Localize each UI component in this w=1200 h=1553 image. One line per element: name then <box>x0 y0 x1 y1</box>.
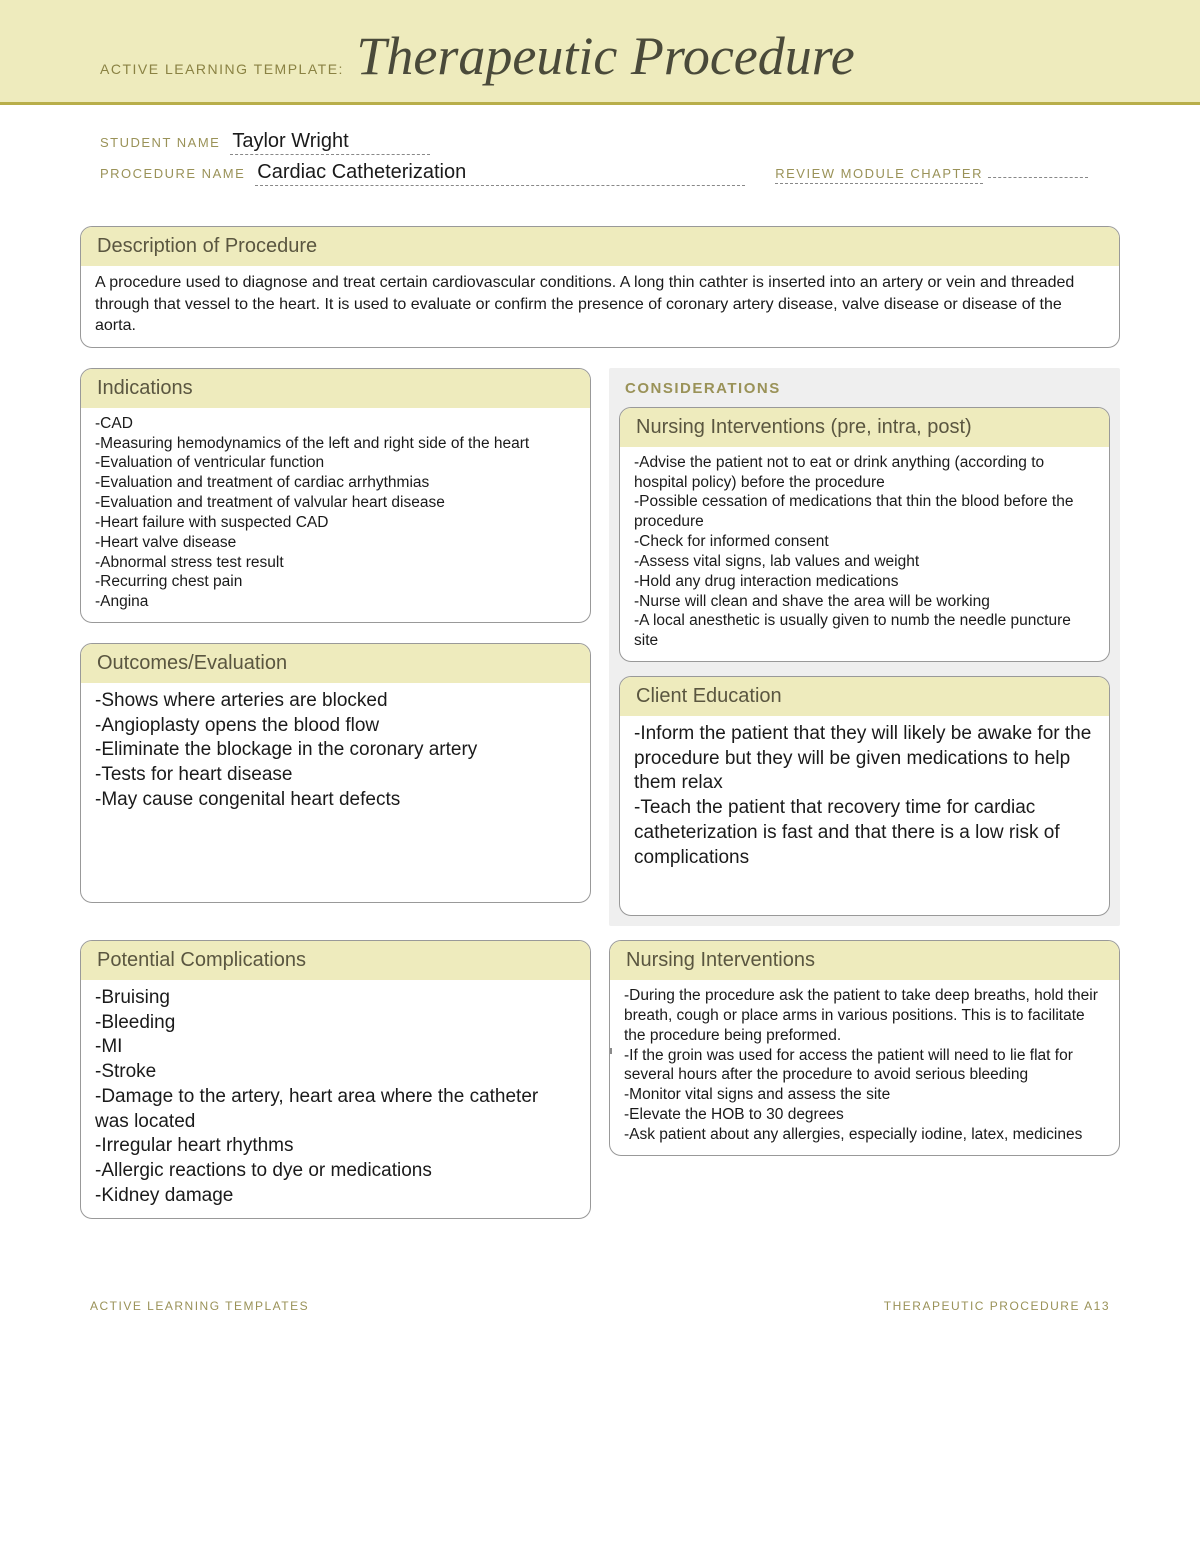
description-body: A procedure used to diagnose and treat c… <box>81 266 1119 347</box>
description-title: Description of Procedure <box>81 227 1119 266</box>
client-edu-title: Client Education <box>620 677 1109 716</box>
client-edu-box: Client Education -Inform the patient tha… <box>619 676 1110 916</box>
student-name-label: STUDENT NAME <box>100 135 220 150</box>
considerations-label: CONSIDERATIONS <box>619 376 1110 407</box>
indications-body: -CAD -Measuring hemodynamics of the left… <box>81 408 590 622</box>
review-chapter-blank <box>988 177 1088 178</box>
student-name-value: Taylor Wright <box>230 130 430 155</box>
nursing-pre-box: Nursing Interventions (pre, intra, post)… <box>619 407 1110 662</box>
nursing-pre-title: Nursing Interventions (pre, intra, post) <box>620 408 1109 447</box>
complications-title: Potential Complications <box>81 941 590 980</box>
footer-right: THERAPEUTIC PROCEDURE A13 <box>884 1299 1110 1313</box>
footer-page: A13 <box>1084 1299 1110 1313</box>
procedure-name-label: PROCEDURE NAME <box>100 166 245 181</box>
outcomes-title: Outcomes/Evaluation <box>81 644 590 683</box>
content: Description of Procedure A procedure use… <box>0 206 1200 1249</box>
complications-body: -Bruising -Bleeding -MI -Stroke -Damage … <box>81 980 590 1218</box>
banner-title: Therapeutic Procedure <box>356 25 854 87</box>
banner: ACTIVE LEARNING TEMPLATE: Therapeutic Pr… <box>0 0 1200 105</box>
banner-prefix: ACTIVE LEARNING TEMPLATE: <box>100 61 344 77</box>
complications-box: Potential Complications -Bruising -Bleed… <box>80 940 591 1219</box>
page: ACTIVE LEARNING TEMPLATE: Therapeutic Pr… <box>0 0 1200 1343</box>
footer-right-label: THERAPEUTIC PROCEDURE <box>884 1299 1080 1313</box>
client-edu-body: -Inform the patient that they will likel… <box>620 716 1109 880</box>
nursing-pre-body: -Advise the patient not to eat or drink … <box>620 447 1109 661</box>
footer: ACTIVE LEARNING TEMPLATES THERAPEUTIC PR… <box>0 1249 1200 1343</box>
indications-box: Indications -CAD -Measuring hemodynamics… <box>80 368 591 623</box>
outcomes-box: Outcomes/Evaluation -Shows where arterie… <box>80 643 591 903</box>
nursing2-body: -During the procedure ask the patient to… <box>610 980 1119 1155</box>
procedure-name-value: Cardiac Catheterization <box>255 161 745 186</box>
footer-left: ACTIVE LEARNING TEMPLATES <box>90 1299 309 1313</box>
meta-block: STUDENT NAME Taylor Wright PROCEDURE NAM… <box>0 105 1200 206</box>
considerations-wrap: CONSIDERATIONS Nursing Interventions (pr… <box>609 368 1120 926</box>
nursing2-box: Nursing Interventions -During the proced… <box>609 940 1120 1156</box>
review-chapter-label: REVIEW MODULE CHAPTER <box>775 166 983 184</box>
outcomes-body: -Shows where arteries are blocked -Angio… <box>81 683 590 822</box>
indications-title: Indications <box>81 369 590 408</box>
description-box: Description of Procedure A procedure use… <box>80 226 1120 348</box>
nursing2-title: Nursing Interventions <box>610 941 1119 980</box>
